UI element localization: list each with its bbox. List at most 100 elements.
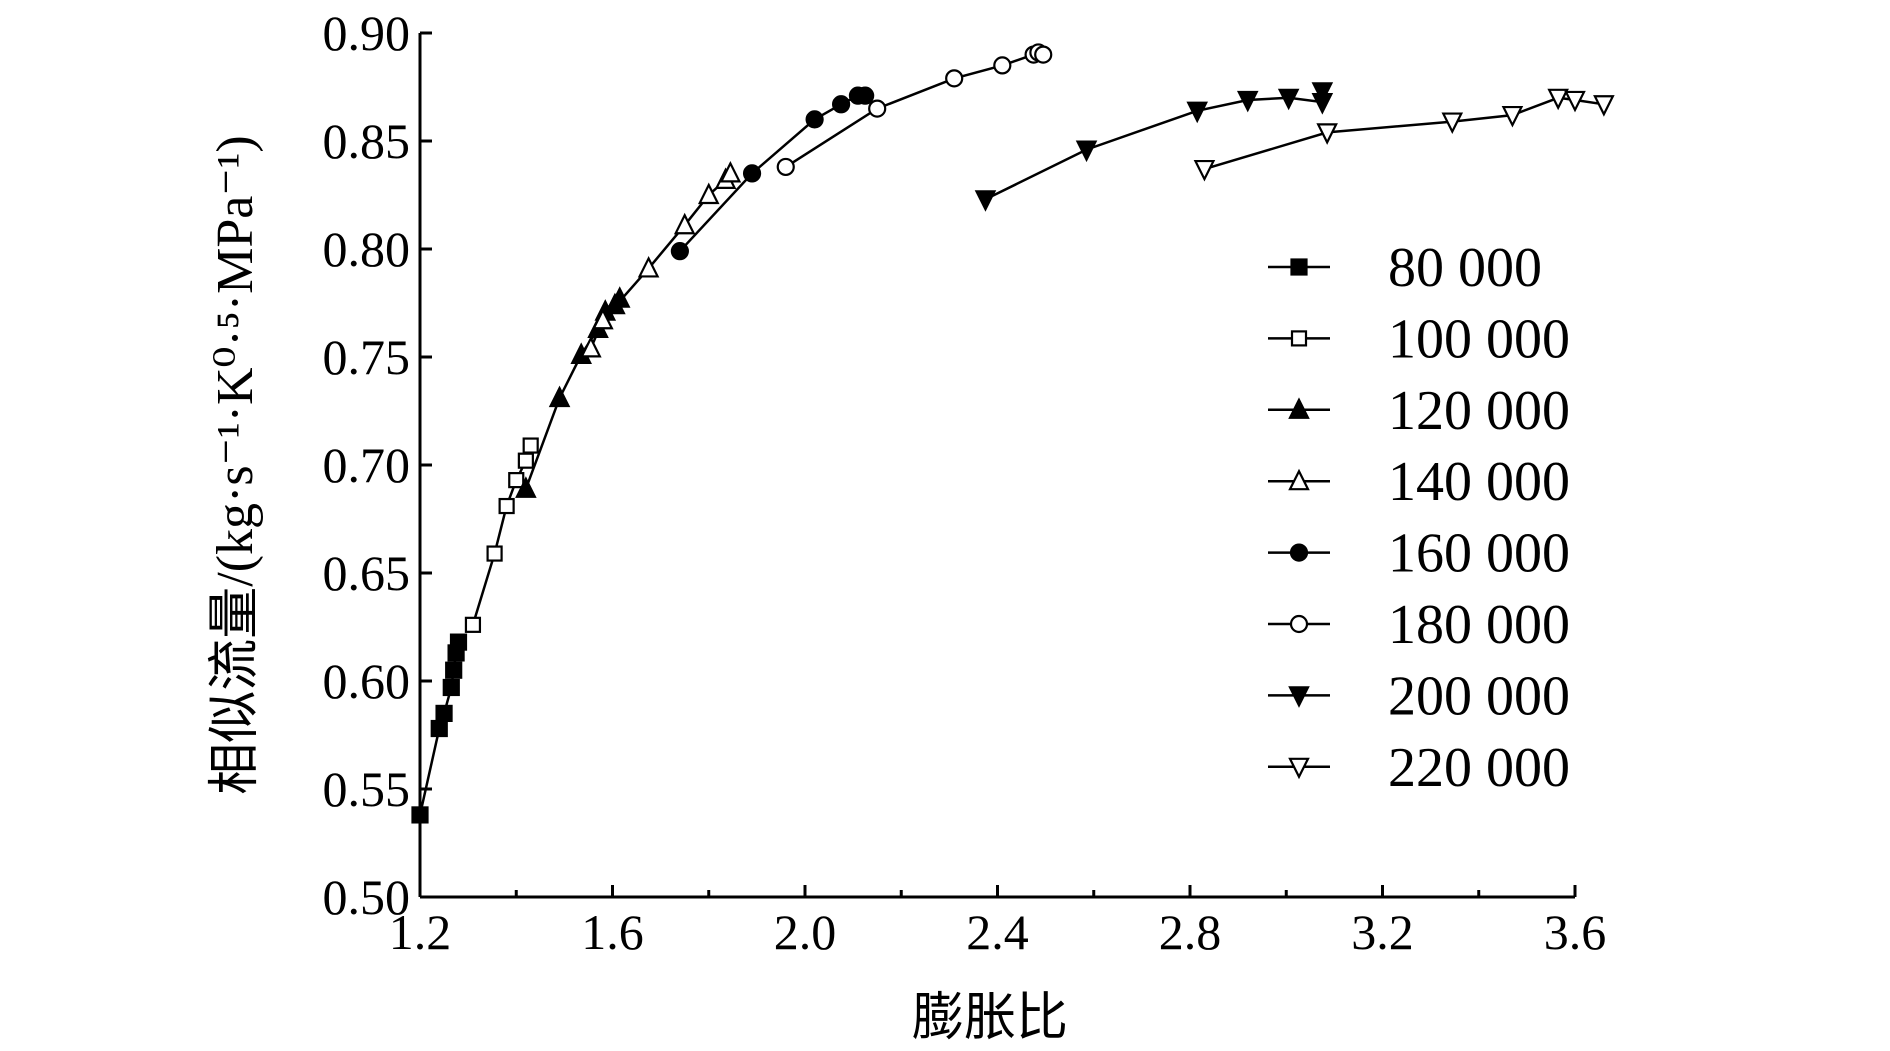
legend-entry: 220 000 [1268,737,1570,799]
legend-label: 80 000 [1388,237,1542,299]
x-tick-label: 3.2 [1351,904,1414,960]
y-tick-label: 0.70 [323,437,411,493]
data-point [1075,140,1098,163]
legend-marker [1288,686,1310,708]
axes: 0.50 0.55 0.60 0.65 0.70 0.75 0.80 0.85 0.90 1.2 1… [323,5,1607,960]
x-tick-label: 2.0 [774,904,837,960]
legend-entry: 80 000 [1268,237,1542,299]
legend-entry: 100 000 [1268,308,1570,370]
legend-marker [1288,468,1310,491]
data-point [498,497,515,515]
data-point [435,704,453,723]
data-point [449,633,468,651]
series-5 [776,43,1053,177]
data-point [508,472,525,489]
data-point [1311,82,1334,104]
legend-entry: 180 000 [1268,594,1570,656]
series-line [1204,96,1605,171]
series-1 [464,437,539,633]
x-axis-title: 膨胀比 [912,990,1068,1047]
legend: 80 000 100 000 120 000 140 000 160 000 180 00… [1268,237,1570,799]
data-point [1441,112,1464,135]
data-point [673,212,696,235]
x-tick-label: 3.6 [1544,904,1607,960]
series-0 [411,633,468,824]
legend-marker [1289,543,1309,562]
series-4 [670,86,875,261]
legend-entry: 140 000 [1268,451,1570,513]
series-2 [515,286,631,498]
legend-marker [1290,330,1308,347]
data-point [697,182,720,205]
legend-label: 180 000 [1388,594,1570,656]
data-point [1593,95,1615,117]
legend-label: 100 000 [1388,308,1570,370]
data-point [580,335,602,358]
y-tick-label: 0.60 [323,653,411,709]
x-tick-label: 1.2 [389,904,452,960]
data-point [719,160,742,183]
data-point [945,69,964,88]
data-point [776,157,795,177]
data-point [515,476,537,498]
series-line [984,91,1324,201]
series-line [678,94,866,253]
x-tick-label: 1.6 [581,904,644,960]
legend-label: 200 000 [1388,665,1570,727]
data-point [868,99,887,118]
data-point [442,678,460,697]
series-7 [1193,88,1615,182]
legend-marker [1288,757,1310,780]
y-tick-label: 0.80 [323,221,411,277]
data-point [1034,45,1053,64]
data-point [445,661,463,679]
series-3 [580,160,742,358]
data-point [974,190,997,212]
y-axis-title: 相似流量/(kg·s⁻¹·K⁰·⁵·MPa⁻¹) [207,135,264,794]
data-point [993,56,1012,75]
legend-entry: 120 000 [1268,380,1570,442]
legend-marker [1290,258,1308,276]
data-point [1236,90,1259,113]
data-point [1316,123,1338,145]
x-tick-label: 2.4 [966,904,1029,960]
legend-label: 220 000 [1388,737,1570,799]
data-point [517,452,534,469]
data-point [548,385,571,408]
data-point [1277,88,1300,111]
series-6 [974,82,1334,212]
data-point [430,719,448,738]
data-point [856,86,875,105]
legend-label: 160 000 [1388,523,1570,585]
data-point [1186,101,1208,124]
series-layer [411,43,1615,824]
data-point [831,95,851,114]
legend-marker [1289,614,1309,634]
data-point [670,242,689,261]
legend-entry: 200 000 [1268,665,1570,727]
data-point [486,545,503,562]
y-tick-label: 0.75 [323,329,411,385]
data-point [411,806,429,824]
data-point [592,307,614,330]
data-point [464,616,482,633]
legend-entry: 160 000 [1268,523,1570,585]
y-tick-label: 0.55 [323,761,411,817]
data-point [1501,105,1524,128]
legend-label: 140 000 [1388,451,1570,513]
legend-marker [1288,397,1310,419]
data-point [742,164,762,183]
legend-label: 120 000 [1388,380,1570,442]
y-tick-label: 0.65 [323,545,411,601]
y-tick-label: 0.50 [323,869,411,925]
data-point [637,255,660,278]
data-point [522,437,539,454]
y-tick-label: 0.90 [323,5,411,61]
y-tick-label: 0.85 [323,113,411,169]
data-point [1193,159,1216,182]
data-point [1564,90,1586,113]
data-point [1547,88,1569,111]
data-point [805,110,824,129]
x-tick-label: 2.8 [1159,904,1222,960]
